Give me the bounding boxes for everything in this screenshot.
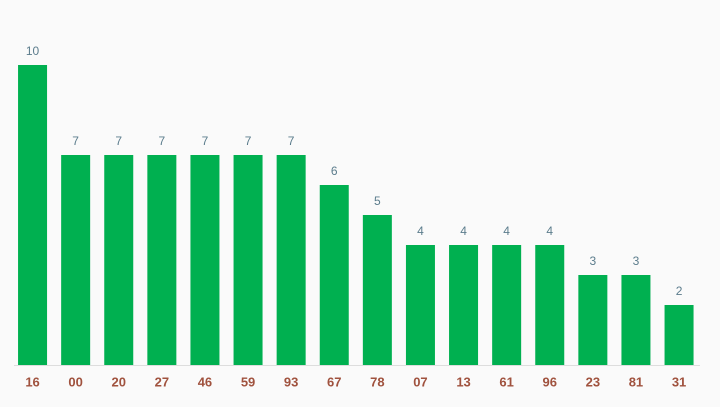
x-tick-label: 07 xyxy=(413,374,427,389)
x-tick-label: 59 xyxy=(241,374,255,389)
x-tick-label: 23 xyxy=(586,374,600,389)
x-tick-label: 78 xyxy=(370,374,384,389)
bar xyxy=(61,155,91,365)
x-tick-label: 67 xyxy=(327,374,341,389)
data-label: 10 xyxy=(26,44,40,58)
bar xyxy=(405,245,435,365)
x-tick-label: 61 xyxy=(499,374,513,389)
bar xyxy=(535,245,565,365)
data-label: 4 xyxy=(546,224,553,238)
x-tick-label: 96 xyxy=(543,374,557,389)
data-label: 3 xyxy=(590,254,597,268)
data-label: 3 xyxy=(633,254,640,268)
bar xyxy=(190,155,220,365)
bar xyxy=(578,275,608,365)
bar xyxy=(147,155,177,365)
data-label: 2 xyxy=(676,284,683,298)
data-label: 7 xyxy=(115,134,122,148)
bar xyxy=(449,245,479,365)
data-label: 4 xyxy=(417,224,424,238)
x-tick-label: 27 xyxy=(155,374,169,389)
data-label: 5 xyxy=(374,194,381,208)
bar xyxy=(664,305,694,365)
x-tick-label: 46 xyxy=(198,374,212,389)
bar xyxy=(621,275,651,365)
bar xyxy=(233,155,263,365)
bar xyxy=(319,185,349,365)
data-label: 4 xyxy=(503,224,510,238)
bar xyxy=(492,245,522,365)
x-tick-label: 31 xyxy=(672,374,686,389)
x-tick-label: 16 xyxy=(25,374,39,389)
bar xyxy=(362,215,392,365)
x-tick-label: 13 xyxy=(456,374,470,389)
data-label: 7 xyxy=(202,134,209,148)
x-tick-label: 93 xyxy=(284,374,298,389)
bar xyxy=(104,155,134,365)
bar xyxy=(276,155,306,365)
x-tick-label: 81 xyxy=(629,374,643,389)
data-label: 7 xyxy=(72,134,79,148)
x-tick-label: 20 xyxy=(112,374,126,389)
bar xyxy=(18,65,48,365)
x-tick-label: 00 xyxy=(68,374,82,389)
data-label: 7 xyxy=(159,134,166,148)
data-label: 7 xyxy=(288,134,295,148)
data-label: 7 xyxy=(245,134,252,148)
data-label: 4 xyxy=(460,224,467,238)
data-label: 6 xyxy=(331,164,338,178)
